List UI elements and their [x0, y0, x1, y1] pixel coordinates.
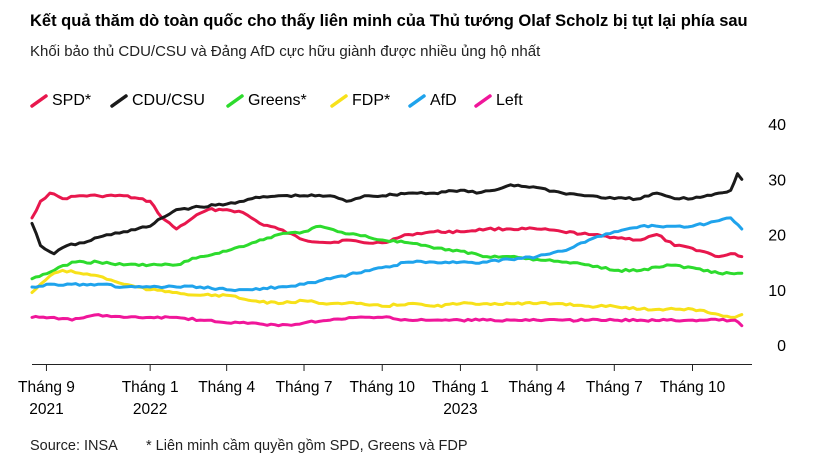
legend-swatch-left: [474, 94, 492, 108]
legend-label-fdp: FDP*: [352, 92, 391, 109]
legend-swatch-cdu-csu: [110, 94, 128, 108]
series-line-left: [30, 313, 744, 328]
legend: SPD* CDU/CSU Greens* FDP* AfD Left: [30, 90, 630, 112]
x-tick-year-label: 2021: [29, 401, 63, 418]
y-tick-label: 10: [768, 283, 786, 300]
x-tick-label: Tháng 7: [276, 379, 333, 396]
line-chart: 0 10 20 30 40 Tháng 9 2021 Tháng 1 2022 Tháng 4 Th…: [18, 117, 786, 418]
x-tick-year-label: 2022: [133, 401, 167, 418]
source-note: Source: INSA: [30, 438, 118, 454]
x-tick-label: Tháng 10: [349, 379, 415, 396]
y-tick-label: 20: [768, 228, 786, 245]
chart-subtitle: Khối bảo thủ CDU/CSU và Đảng AfD cực hữu…: [30, 43, 541, 60]
y-tick-label: 0: [777, 338, 786, 355]
x-tick-label: Tháng 1: [432, 379, 489, 396]
legend-swatch-spd: [30, 94, 48, 108]
legend-swatch-afd: [408, 94, 426, 108]
series-line-afd: [30, 216, 744, 293]
series-line-cducsu: [30, 172, 744, 256]
coalition-footnote: * Liên minh cầm quyền gồm SPD, Greens và…: [146, 438, 468, 454]
x-tick-label: Tháng 7: [586, 379, 643, 396]
chart-title: Kết quả thăm dò toàn quốc cho thấy liên …: [30, 12, 748, 30]
legend-label-afd: AfD: [430, 92, 457, 109]
x-tick-label: Tháng 4: [198, 379, 255, 396]
y-tick-label: 40: [768, 117, 786, 134]
x-tick-label: Tháng 10: [660, 379, 726, 396]
x-tick-label: Tháng 4: [508, 379, 565, 396]
legend-swatch-fdp: [330, 94, 348, 108]
x-tick-label: Tháng 1: [122, 379, 179, 396]
y-tick-label: 30: [768, 172, 786, 189]
legend-swatch-greens: [226, 94, 244, 108]
series-line-fdp: [30, 268, 744, 319]
legend-label-left: Left: [496, 92, 523, 109]
x-tick-year-label: 2023: [443, 401, 477, 418]
series-line-spd: [30, 191, 744, 259]
legend-label-greens: Greens*: [248, 92, 307, 109]
legend-label-spd: SPD*: [52, 92, 92, 109]
series-line-greens: [30, 224, 744, 281]
legend-label-cdu-csu: CDU/CSU: [132, 92, 205, 109]
x-tick-label: Tháng 9: [18, 379, 75, 396]
